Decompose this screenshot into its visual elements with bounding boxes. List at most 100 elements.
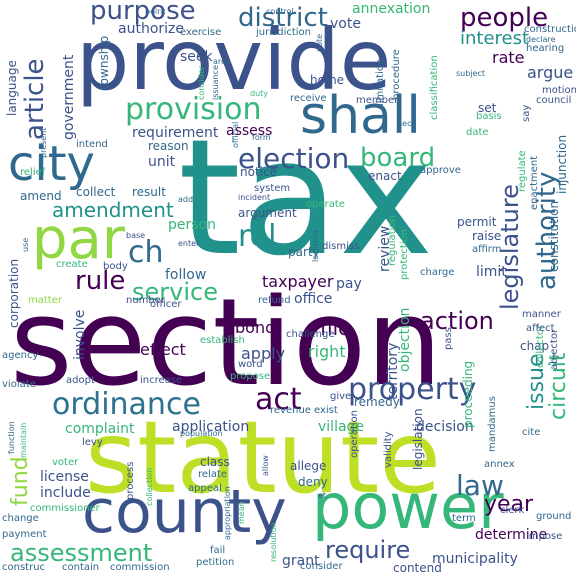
word-village: village bbox=[318, 419, 365, 435]
word-vote: vote bbox=[330, 16, 361, 32]
word-receive: receive bbox=[290, 93, 327, 104]
word-control: control bbox=[266, 7, 294, 16]
word-establish: establish bbox=[200, 335, 245, 346]
word-election: election bbox=[238, 142, 350, 175]
word-city: city bbox=[8, 136, 95, 192]
word-create: create bbox=[56, 259, 88, 270]
word-body: body bbox=[103, 261, 128, 272]
word-pay: pay bbox=[336, 276, 362, 292]
word-mean: mean bbox=[237, 501, 246, 524]
word-approve: approve bbox=[420, 165, 461, 176]
word-revenue: revenue bbox=[270, 405, 311, 416]
word-consider: consider bbox=[300, 561, 343, 572]
word-mandamus: mandamus bbox=[487, 396, 498, 452]
word-authorize: authorize bbox=[118, 21, 184, 37]
word-law: law bbox=[456, 469, 504, 502]
word-rel: rel bbox=[238, 219, 277, 254]
word-appropriation: appropriation bbox=[223, 486, 232, 540]
word-appeal: appeal bbox=[188, 483, 222, 494]
word-relate: relate bbox=[198, 469, 228, 480]
word-purpose: purpose bbox=[90, 0, 196, 26]
word-base: base bbox=[126, 231, 146, 240]
word-classification: classification bbox=[429, 55, 440, 120]
word-consider-small: consider bbox=[197, 65, 206, 100]
word-statute: statute bbox=[85, 399, 441, 516]
word-amendment: amendment bbox=[52, 198, 174, 222]
word-application: application bbox=[172, 419, 250, 435]
word-home: home bbox=[310, 73, 345, 87]
word-rule: rule bbox=[75, 266, 126, 296]
word-tax: tax bbox=[178, 104, 434, 291]
word-decision: decision bbox=[416, 419, 474, 435]
word-ch: ch bbox=[128, 235, 164, 270]
word-add: add bbox=[178, 195, 194, 204]
word-limit: limit bbox=[476, 264, 507, 280]
word-result: result bbox=[132, 185, 166, 199]
word-subject: subject bbox=[456, 69, 485, 78]
word-resolution: resolution bbox=[269, 522, 278, 562]
word-annexation: annexation bbox=[352, 1, 431, 17]
word-officer: officer bbox=[150, 299, 182, 310]
word-language: language bbox=[5, 60, 19, 116]
word-chap: chap bbox=[520, 339, 550, 353]
word-bond: bond bbox=[235, 318, 276, 337]
word-impose: impose bbox=[526, 531, 563, 542]
word-word: word bbox=[238, 359, 263, 370]
word-dismiss: dismiss bbox=[322, 241, 360, 252]
word-date: date bbox=[466, 127, 489, 138]
word-commission: commission bbox=[110, 562, 170, 573]
word-et: et bbox=[318, 491, 327, 500]
word-hearing: hearing bbox=[526, 43, 565, 54]
word-requirement: requirement bbox=[132, 125, 219, 141]
word-fail: fail bbox=[210, 545, 226, 556]
word-refund: refund bbox=[258, 295, 291, 306]
word-operate: operate bbox=[306, 199, 345, 210]
word-construc: construc bbox=[2, 562, 46, 573]
word-provide: provide bbox=[76, 11, 392, 109]
word-charge: charge bbox=[420, 267, 455, 278]
word-corporation: corporation bbox=[7, 258, 21, 328]
word-levy: levy bbox=[82, 437, 103, 448]
word-fund: fund bbox=[8, 456, 33, 506]
word-unit: unit bbox=[148, 154, 176, 170]
word-change: change bbox=[2, 513, 39, 524]
word-system: system bbox=[254, 183, 291, 194]
word-use: use bbox=[21, 237, 30, 252]
word-people: people bbox=[460, 3, 549, 33]
word-construction: construction bbox=[524, 24, 576, 35]
word-petition: petition bbox=[196, 557, 235, 568]
word-motion: motion bbox=[542, 85, 576, 96]
word-board: board bbox=[360, 143, 436, 173]
word-year: year bbox=[484, 492, 534, 517]
word-deny: deny bbox=[298, 475, 328, 489]
word-provision: provision bbox=[125, 92, 262, 127]
word-assessment: assessment bbox=[10, 539, 153, 567]
word-follow: follow bbox=[165, 267, 207, 283]
word-office: office bbox=[294, 291, 333, 307]
word-protection: protection bbox=[399, 228, 410, 280]
word-municipality: municipality bbox=[432, 551, 518, 567]
word-determine: determine bbox=[475, 527, 548, 543]
word-matter: matter bbox=[28, 295, 62, 306]
word-declare: declare bbox=[526, 35, 556, 44]
word-argue: argue bbox=[527, 63, 574, 82]
word-constitution: constitution bbox=[547, 200, 561, 272]
word-pass: pass bbox=[443, 327, 454, 350]
word-function: function bbox=[7, 421, 16, 454]
word-taxpayer: taxpayer bbox=[262, 272, 334, 291]
word-objection: objection bbox=[397, 307, 413, 372]
word-note: note bbox=[315, 33, 324, 52]
word-amend: amend bbox=[20, 189, 62, 203]
word-allow: allow bbox=[261, 455, 270, 476]
word-enactment: enactment bbox=[529, 155, 540, 210]
word-collection: collection bbox=[145, 467, 154, 506]
word-exist: exist bbox=[314, 405, 338, 416]
word-maintain: maintain bbox=[19, 422, 28, 458]
word-relief: relief bbox=[20, 167, 46, 178]
word-challenge: challenge bbox=[286, 329, 335, 340]
word-violate: violate bbox=[2, 379, 36, 390]
word-grant: grant bbox=[282, 553, 320, 569]
word-affirm: affirm bbox=[472, 244, 502, 255]
word-proceeding: proceeding bbox=[461, 360, 475, 428]
